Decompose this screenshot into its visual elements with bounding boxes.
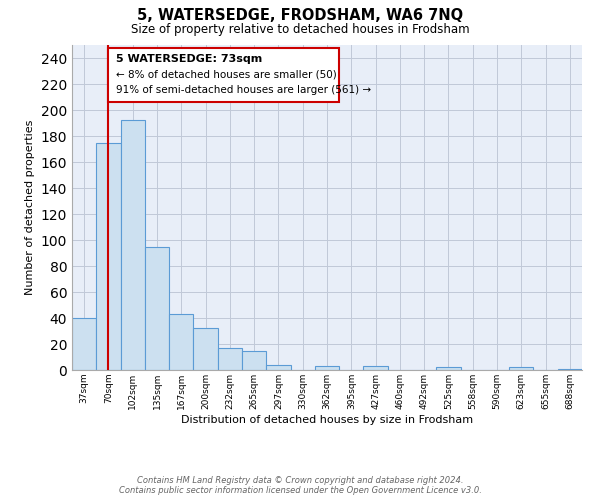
Bar: [509, 368, 533, 370]
Bar: [193, 328, 218, 370]
Text: Contains HM Land Registry data © Crown copyright and database right 2024.
Contai: Contains HM Land Registry data © Crown c…: [119, 476, 481, 495]
Bar: [315, 366, 339, 370]
Y-axis label: Number of detached properties: Number of detached properties: [25, 120, 35, 295]
Text: 5, WATERSEDGE, FRODSHAM, WA6 7NQ: 5, WATERSEDGE, FRODSHAM, WA6 7NQ: [137, 8, 463, 22]
FancyBboxPatch shape: [109, 48, 339, 102]
Bar: [72, 318, 96, 370]
Text: 5 WATERSEDGE: 73sqm: 5 WATERSEDGE: 73sqm: [116, 54, 262, 64]
Bar: [242, 350, 266, 370]
Bar: [266, 365, 290, 370]
Text: 91% of semi-detached houses are larger (561) →: 91% of semi-detached houses are larger (…: [116, 86, 371, 96]
Bar: [121, 120, 145, 370]
X-axis label: Distribution of detached houses by size in Frodsham: Distribution of detached houses by size …: [181, 414, 473, 424]
Text: Size of property relative to detached houses in Frodsham: Size of property relative to detached ho…: [131, 22, 469, 36]
Bar: [218, 348, 242, 370]
Bar: [169, 314, 193, 370]
Bar: [364, 366, 388, 370]
Bar: [145, 246, 169, 370]
Bar: [558, 368, 582, 370]
Bar: [436, 368, 461, 370]
Text: ← 8% of detached houses are smaller (50): ← 8% of detached houses are smaller (50): [116, 70, 337, 80]
Bar: [96, 142, 121, 370]
